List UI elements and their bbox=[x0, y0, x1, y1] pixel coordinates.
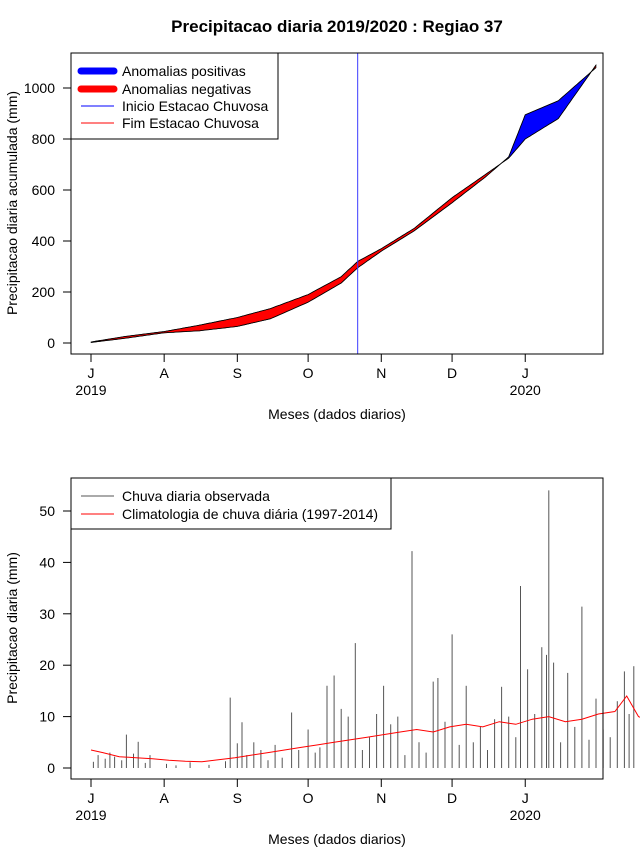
top-x-tick-label: A bbox=[159, 365, 169, 381]
bottom-y-axis: 0 10 20 30 40 50 bbox=[39, 503, 72, 776]
legend-label-positive: Anomalias positivas bbox=[122, 63, 246, 79]
bottom-y-tick-label: 30 bbox=[39, 606, 55, 622]
bottom-x-year-label: 2019 bbox=[75, 807, 106, 823]
top-y-tick-label: 0 bbox=[47, 335, 55, 351]
bottom-y-tick-label: 0 bbox=[47, 760, 55, 776]
top-x-year-label: 2020 bbox=[510, 382, 541, 398]
bottom-x-tick-label: J bbox=[88, 790, 95, 806]
top-y-tick-label: 800 bbox=[32, 131, 56, 147]
cumulative-climatology-line bbox=[90, 64, 597, 343]
top-y-tick-label: 600 bbox=[32, 182, 56, 198]
top-x-axis-label: Meses (dados diarios) bbox=[268, 406, 406, 422]
bottom-x-tick-label: A bbox=[159, 790, 169, 806]
top-legend-box bbox=[70, 52, 279, 140]
top-y-tick-label: 400 bbox=[32, 233, 56, 249]
top-x-tick-label: D bbox=[447, 365, 457, 381]
bottom-y-tick-label: 50 bbox=[39, 503, 55, 519]
bottom-x-tick-label: S bbox=[233, 790, 242, 806]
bottom-y-tick-label: 10 bbox=[39, 709, 55, 725]
top-legend: Anomalias positivas Anomalias negativas … bbox=[70, 52, 279, 140]
top-x-tick-label: N bbox=[376, 365, 386, 381]
top-cumulative-lines bbox=[90, 64, 597, 343]
top-x-tick-label: J bbox=[88, 365, 95, 381]
top-y-axis-label: Precipitacao diaria acumulada (mm) bbox=[4, 91, 20, 315]
cumulative-observed-line bbox=[90, 67, 597, 343]
bottom-x-axis-label: Meses (dados diarios) bbox=[268, 831, 406, 847]
legend-label-season-start: Inicio Estacao Chuvosa bbox=[122, 98, 269, 114]
bottom-x-tick-label: J bbox=[522, 790, 529, 806]
bottom-x-tick-label: N bbox=[376, 790, 386, 806]
bottom-x-tick-label: D bbox=[447, 790, 457, 806]
legend-label-season-end: Fim Estacao Chuvosa bbox=[122, 115, 259, 131]
top-y-tick-label: 200 bbox=[32, 284, 56, 300]
bottom-legend: Chuva diaria observada Climatologia de c… bbox=[70, 477, 392, 530]
bottom-y-tick-label: 40 bbox=[39, 554, 55, 570]
top-x-tick-label: O bbox=[303, 365, 314, 381]
legend-label-negative: Anomalias negativas bbox=[122, 81, 251, 97]
legend-label-climatology: Climatologia de chuva diária (1997-2014) bbox=[122, 506, 378, 522]
bottom-x-year-label: 2020 bbox=[510, 807, 541, 823]
chart-title: Precipitacao diaria 2019/2020 : Regiao 3… bbox=[171, 17, 503, 36]
climatology-line bbox=[90, 695, 640, 763]
bottom-legend-box bbox=[70, 477, 392, 530]
top-y-tick-label: 1000 bbox=[24, 80, 55, 96]
bottom-y-tick-label: 20 bbox=[39, 657, 55, 673]
top-x-year-label: 2019 bbox=[75, 382, 106, 398]
top-x-tick-label: S bbox=[233, 365, 242, 381]
bottom-y-axis-label: Precipitacao diaria (mm) bbox=[4, 552, 20, 704]
bottom-daily-bars bbox=[92, 490, 635, 768]
top-x-tick-label: J bbox=[522, 365, 529, 381]
legend-label-observed: Chuva diaria observada bbox=[122, 488, 270, 504]
bottom-x-tick-label: O bbox=[303, 790, 314, 806]
